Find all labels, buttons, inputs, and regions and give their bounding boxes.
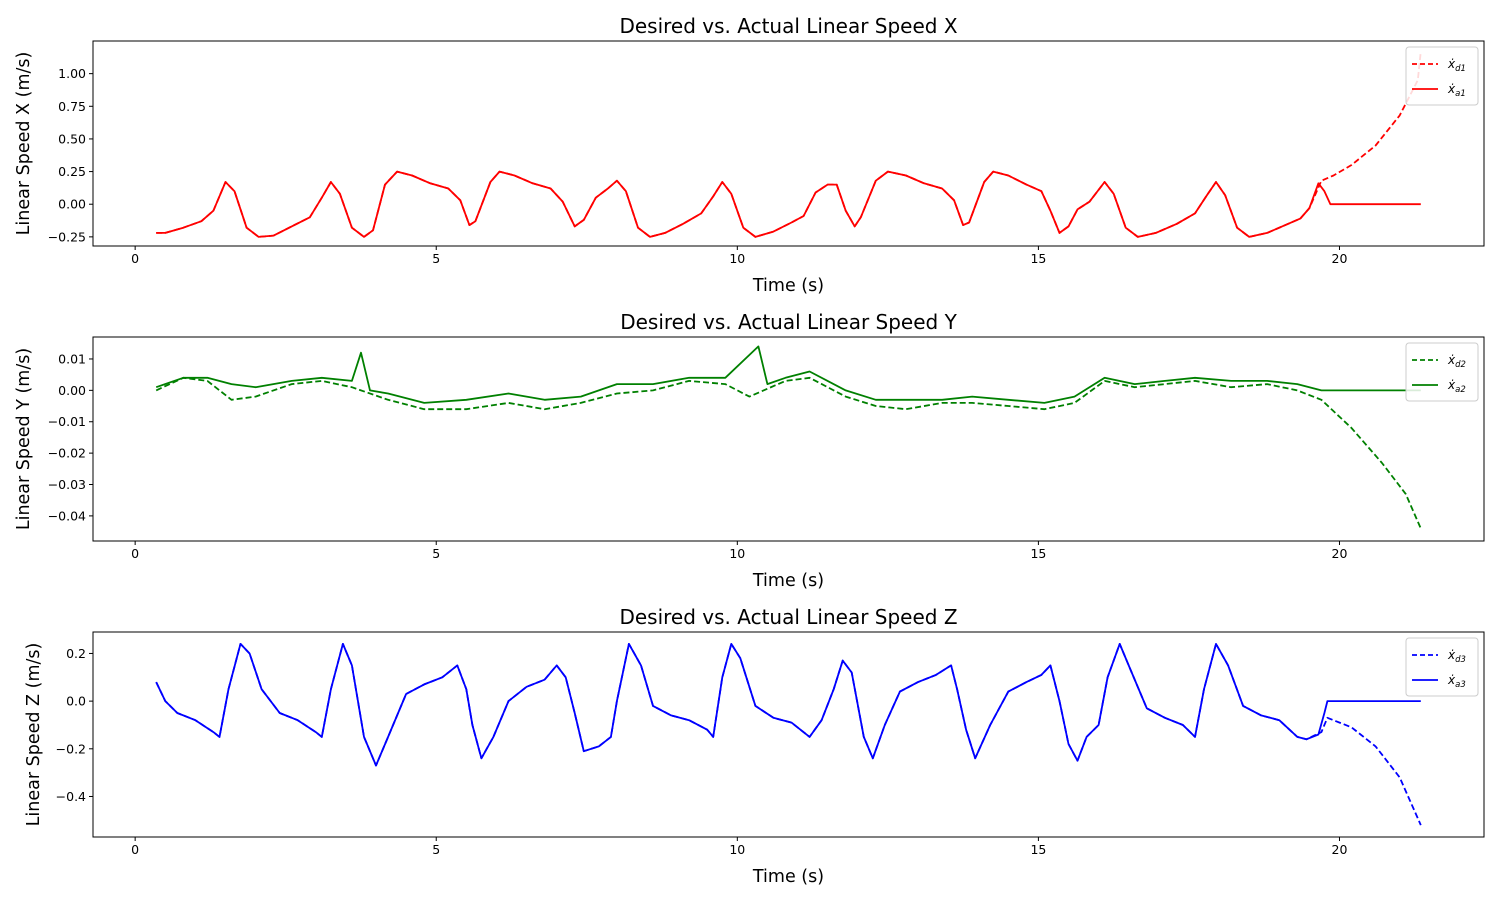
legend-box bbox=[1405, 46, 1479, 106]
y-tick-label: 0.2 bbox=[66, 646, 86, 661]
x-tick-label: 0 bbox=[131, 842, 139, 857]
plot-area bbox=[92, 40, 1485, 247]
x-tick-label: 5 bbox=[432, 251, 440, 266]
x-tick-label: 0 bbox=[131, 251, 139, 266]
series-line-d2 bbox=[155, 376, 1422, 529]
y-tick-label: 0.50 bbox=[58, 131, 86, 146]
y-tick-label: −0.2 bbox=[56, 741, 86, 756]
x-tick-label: 5 bbox=[432, 546, 440, 561]
y-tick-label: −0.02 bbox=[48, 446, 86, 461]
series-line-a3 bbox=[155, 643, 1421, 767]
series-line-a1 bbox=[156, 170, 1421, 238]
y-tick-label: 0.00 bbox=[58, 197, 86, 212]
y-tick-label: −0.01 bbox=[48, 414, 86, 429]
y-axis-label: Linear Speed Z (m/s) bbox=[24, 643, 44, 827]
legend-label-a1: ẋa1 bbox=[1447, 82, 1466, 99]
x-axis-label: Time (s) bbox=[752, 867, 824, 887]
legend-label-a2: ẋa2 bbox=[1447, 378, 1466, 395]
y-tick-label: −0.25 bbox=[48, 229, 86, 244]
x-tick-label: 15 bbox=[1030, 842, 1046, 857]
series-line-a2 bbox=[155, 345, 1421, 404]
x-axis-label: Time (s) bbox=[752, 276, 824, 296]
subplot-2: 0 5 10 15 20 −0.04 −0.03 −0.02 −0.01 0.00 0.01 Desi… bbox=[14, 310, 1485, 591]
chart-title: Desired vs. Actual Linear Speed X bbox=[619, 14, 957, 38]
x-tick-label: 20 bbox=[1332, 546, 1348, 561]
legend-label-d1: ẋd1 bbox=[1447, 57, 1466, 74]
x-tick-label: 5 bbox=[432, 842, 440, 857]
x-tick-label: 10 bbox=[729, 546, 745, 561]
chart-title: Desired vs. Actual Linear Speed Z bbox=[619, 605, 957, 629]
y-tick-label: 0.75 bbox=[58, 99, 86, 114]
x-tick-label: 20 bbox=[1332, 842, 1348, 857]
y-tick-label: 0.25 bbox=[58, 164, 86, 179]
x-tick-label: 0 bbox=[131, 546, 139, 561]
chart-title: Desired vs. Actual Linear Speed Y bbox=[620, 310, 957, 334]
x-tick-label: 10 bbox=[729, 251, 745, 266]
plot-area bbox=[92, 631, 1485, 838]
y-tick-label: −0.03 bbox=[48, 477, 86, 492]
legend-box bbox=[1405, 342, 1479, 402]
y-tick-label: 0.00 bbox=[58, 383, 86, 398]
legend-label-d2: ẋd2 bbox=[1447, 353, 1466, 370]
y-tick-label: 0.0 bbox=[66, 694, 86, 709]
x-tick-label: 20 bbox=[1332, 251, 1348, 266]
plot-area bbox=[92, 336, 1485, 542]
y-tick-label: 0.01 bbox=[58, 351, 86, 366]
x-tick-label: 15 bbox=[1030, 546, 1046, 561]
legend-box bbox=[1405, 637, 1479, 697]
y-tick-label: −0.4 bbox=[56, 789, 86, 804]
subplot-1: 0 5 10 15 20 −0.25 0.00 0.25 0.50 0.75 1.00 Desired… bbox=[14, 14, 1485, 296]
x-tick-label: 15 bbox=[1030, 251, 1046, 266]
legend-label-a3: ẋa3 bbox=[1447, 673, 1466, 690]
x-tick-label: 10 bbox=[729, 842, 745, 857]
y-tick-label: 1.00 bbox=[58, 66, 86, 81]
y-axis-label: Linear Speed Y (m/s) bbox=[14, 348, 34, 530]
y-tick-label: −0.04 bbox=[48, 508, 86, 523]
y-axis-label: Linear Speed X (m/s) bbox=[14, 52, 34, 236]
x-axis-label: Time (s) bbox=[752, 571, 824, 591]
subplot-3: 0 5 10 15 20 −0.4 −0.2 0.0 0.2 Desired vs. Actual… bbox=[24, 605, 1485, 887]
legend-label-d3: ẋd3 bbox=[1447, 648, 1466, 665]
